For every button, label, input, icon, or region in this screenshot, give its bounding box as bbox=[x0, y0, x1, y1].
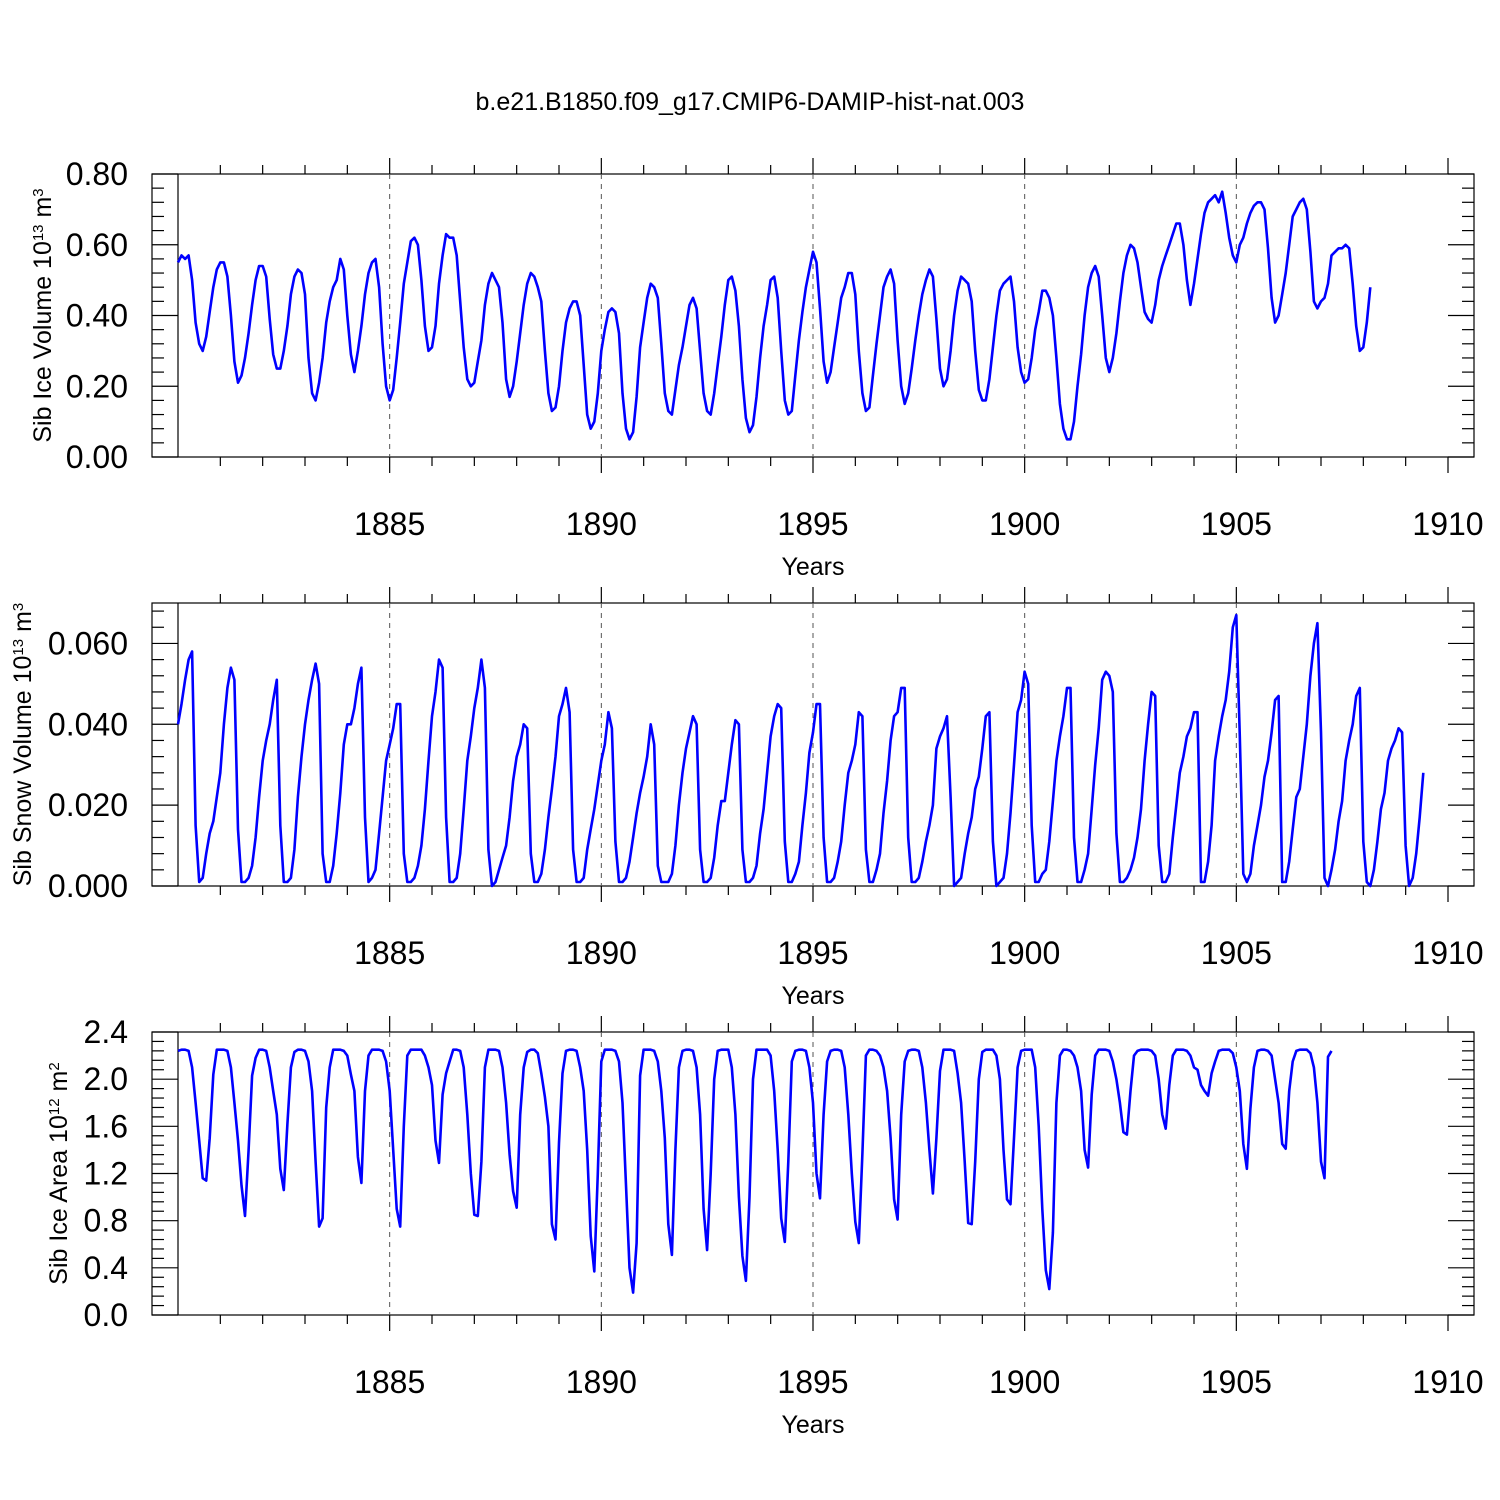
x-tick-label: 1905 bbox=[1201, 1364, 1272, 1400]
y-tick-label: 2.4 bbox=[84, 1014, 128, 1050]
panel-sib-snow-volume: 1885 1890 1895 1900 1905 1910 0.000 0.020 0.040 0… bbox=[9, 587, 1484, 1010]
y-axis-label-text: Sib Ice Volume 10 bbox=[29, 241, 57, 443]
y-axis-label-exponent: 12 bbox=[46, 1098, 63, 1115]
x-tick-label: 1895 bbox=[777, 1364, 848, 1400]
x-tick-label: 1895 bbox=[777, 506, 848, 542]
panel-sib-ice-volume: 1885 1890 1895 1900 1905 1910 0.00 0.20 0.40 0.60… bbox=[29, 156, 1484, 581]
y-tick-label: 0.40 bbox=[66, 298, 128, 334]
x-tick-label: 1910 bbox=[1412, 1364, 1483, 1400]
figure-title: b.e21.B1850.f09_g17.CMIP6-DAMIP-hist-nat… bbox=[476, 88, 1025, 116]
x-tick-label: 1910 bbox=[1412, 506, 1483, 542]
y-tick-label: 0.80 bbox=[66, 156, 128, 192]
y-tick-label: 0.00 bbox=[66, 439, 128, 475]
y-tick-label: 0.0 bbox=[84, 1297, 128, 1333]
y-axis-label: Sib Ice Volume 1013 m3 bbox=[29, 188, 57, 442]
series-line bbox=[176, 613, 1425, 888]
y-axis-label: Sib Snow Volume 1013 m3 bbox=[9, 603, 37, 887]
x-tick-label: 1900 bbox=[989, 935, 1060, 971]
x-tick-label: 1910 bbox=[1412, 935, 1483, 971]
x-tick-label: 1890 bbox=[566, 1364, 637, 1400]
x-axis-label: Years bbox=[781, 982, 844, 1010]
y-axis-label-text: m bbox=[29, 197, 57, 225]
y-tick-label: 0.20 bbox=[66, 368, 128, 404]
y-axis-label-text: Sib Ice Area 10 bbox=[45, 1115, 73, 1285]
x-tick-label: 1895 bbox=[777, 935, 848, 971]
x-tick-label: 1890 bbox=[566, 935, 637, 971]
series-line bbox=[177, 1048, 1333, 1294]
y-tick-label: 0.020 bbox=[48, 787, 128, 823]
y-axis-label: Sib Ice Area 1012 m2 bbox=[45, 1062, 73, 1284]
x-tick-label: 1885 bbox=[354, 1364, 425, 1400]
y-tick-label: 0.040 bbox=[48, 706, 128, 742]
y-axis-label-exponent: 3 bbox=[30, 188, 47, 196]
y-tick-label: 0.000 bbox=[48, 868, 128, 904]
y-axis-label-text: m bbox=[9, 611, 37, 639]
x-tick-label: 1900 bbox=[989, 506, 1060, 542]
x-tick-label: 1890 bbox=[566, 506, 637, 542]
y-tick-label: 1.2 bbox=[84, 1156, 128, 1192]
series-line bbox=[176, 190, 1372, 441]
x-axis-label: Years bbox=[781, 553, 844, 581]
y-axis-label-text: m bbox=[45, 1071, 73, 1099]
x-tick-label: 1900 bbox=[989, 1364, 1060, 1400]
y-axis-label-exponent: 13 bbox=[10, 639, 27, 656]
y-axis-label-text: Sib Snow Volume 10 bbox=[9, 656, 37, 887]
y-axis-label-exponent: 2 bbox=[46, 1062, 63, 1070]
x-tick-label: 1905 bbox=[1201, 506, 1272, 542]
x-axis-label: Years bbox=[781, 1411, 844, 1439]
y-tick-label: 0.4 bbox=[84, 1250, 128, 1286]
y-tick-label: 0.60 bbox=[66, 227, 128, 263]
panel-sib-ice-area: 1885 1890 1895 1900 1905 1910 0.0 0.4 0.8 1.2 1.6 2… bbox=[45, 1014, 1484, 1439]
x-tick-label: 1885 bbox=[354, 935, 425, 971]
y-axis-label-exponent: 13 bbox=[30, 224, 47, 241]
y-tick-label: 2.0 bbox=[84, 1061, 128, 1097]
x-tick-label: 1905 bbox=[1201, 935, 1272, 971]
y-axis-label-exponent: 3 bbox=[10, 603, 27, 611]
x-tick-label: 1885 bbox=[354, 506, 425, 542]
y-tick-label: 0.8 bbox=[84, 1203, 128, 1239]
y-tick-label: 1.6 bbox=[84, 1108, 128, 1144]
y-tick-label: 0.060 bbox=[48, 625, 128, 661]
